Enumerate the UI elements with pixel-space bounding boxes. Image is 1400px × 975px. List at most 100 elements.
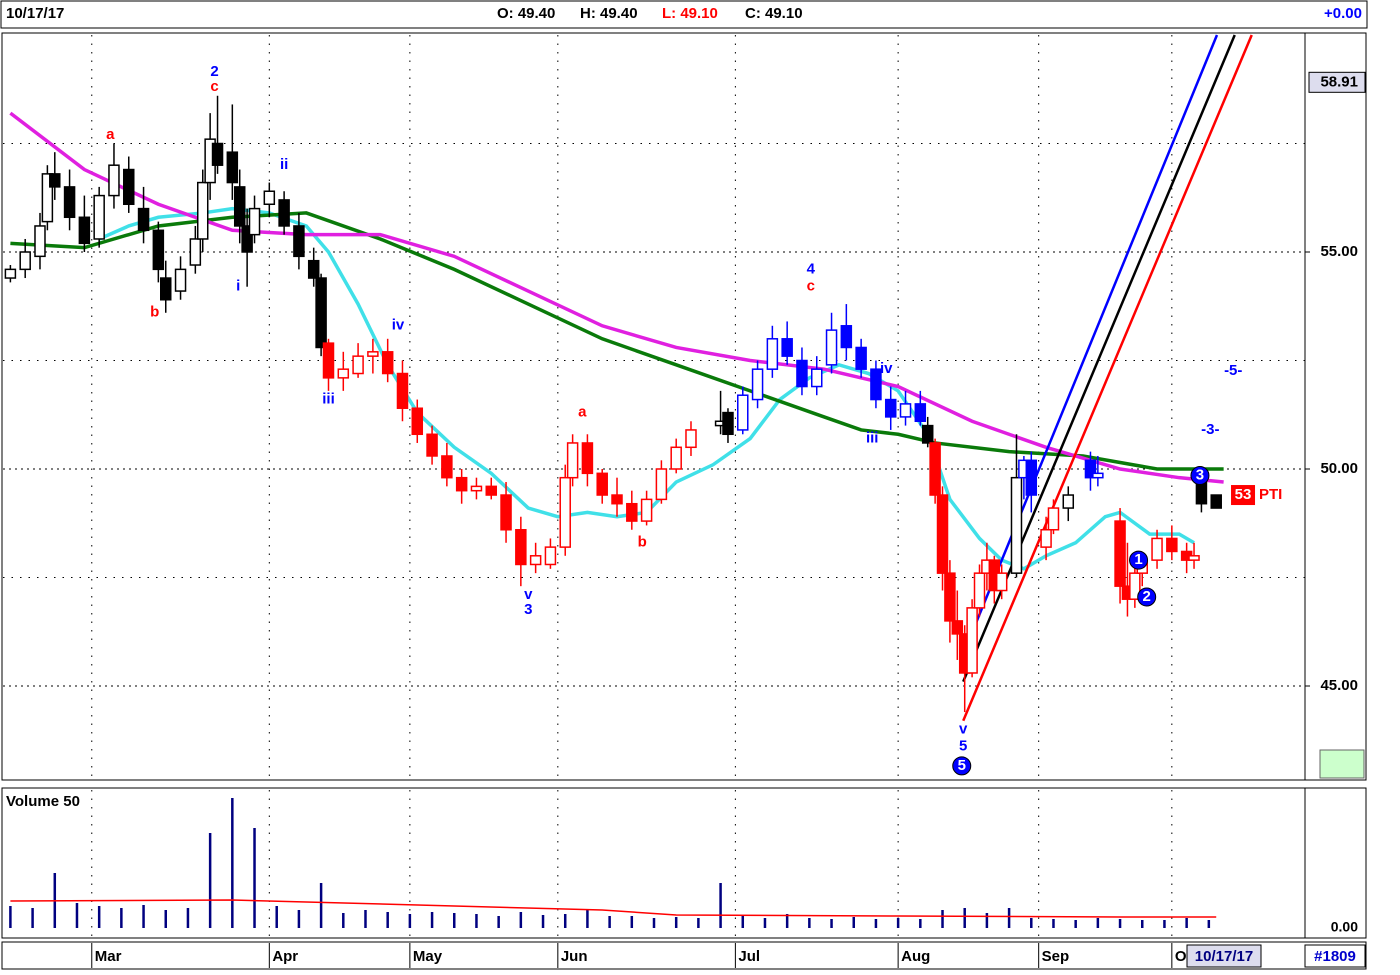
- candle-body: [1025, 459, 1038, 496]
- wave-label: iii: [866, 430, 879, 447]
- wave-label: 3: [1196, 466, 1204, 483]
- icon[interactable]: [1319, 749, 1365, 779]
- header-date: 10/17/17: [6, 5, 64, 22]
- candle-body: [1084, 459, 1097, 479]
- candle-body: [307, 259, 320, 279]
- candle-body: [722, 411, 734, 436]
- candle-body: [1114, 520, 1126, 587]
- x-tick-label: Jun: [561, 948, 588, 965]
- candle-body: [426, 433, 438, 457]
- candle-body: [441, 455, 453, 479]
- candle-body: [655, 468, 668, 501]
- candle-body: [19, 251, 31, 271]
- id-label: #1809: [1314, 948, 1356, 965]
- price-panel: [1, 32, 1367, 781]
- candle-body: [137, 207, 150, 232]
- candle-body: [1040, 529, 1052, 548]
- candle-body: [1047, 507, 1060, 531]
- candle-body: [315, 277, 327, 349]
- header-bar: [0, 0, 1368, 29]
- candle-body: [500, 494, 512, 531]
- wave-label: ii: [280, 156, 288, 173]
- wave-label: b: [150, 304, 159, 321]
- candle-body: [566, 442, 579, 479]
- candle-body: [123, 168, 135, 206]
- wave-label: 2: [1143, 588, 1151, 605]
- wave-label: -3-: [1201, 421, 1219, 438]
- candle-body: [1210, 494, 1222, 509]
- wave-label: v: [524, 586, 533, 603]
- wave-label: 3: [524, 601, 532, 618]
- date-bar: [1, 941, 1367, 970]
- candle-body: [108, 164, 120, 197]
- wave-marker: [1137, 587, 1157, 607]
- candle-body: [337, 368, 350, 379]
- candle-body: [581, 442, 594, 475]
- candle-body: [921, 424, 934, 444]
- candle-body: [529, 555, 542, 566]
- candle-body: [626, 502, 638, 522]
- candle-body: [248, 207, 261, 236]
- candle-body: [263, 190, 276, 206]
- wave-label: iii: [322, 391, 335, 408]
- candle-body: [884, 398, 897, 418]
- candle-body: [293, 225, 305, 258]
- candle-body: [278, 199, 290, 227]
- moving-average: [10, 211, 1224, 471]
- candle-body: [640, 498, 653, 522]
- wave-label: 1: [1134, 551, 1142, 568]
- x-tick-label: May: [413, 948, 443, 965]
- moving-average: [9, 111, 1224, 484]
- x-tick-label: O: [1175, 948, 1187, 965]
- candle-body: [226, 151, 239, 184]
- wave-label: a: [578, 404, 587, 421]
- candle-body: [49, 173, 61, 188]
- candle-body: [766, 338, 779, 370]
- x-tick-label: Apr: [272, 948, 298, 965]
- wave-label: iv: [880, 360, 893, 377]
- candle-body: [381, 351, 394, 375]
- header-high: H: 49.40: [580, 5, 638, 22]
- candle-body: [1188, 555, 1200, 561]
- candle-body: [411, 407, 424, 436]
- candle-body: [211, 142, 224, 166]
- candle-body: [544, 546, 557, 566]
- volume-panel: [1, 787, 1367, 939]
- trendline: [962, 34, 1253, 722]
- candle-body: [367, 351, 379, 357]
- date-box-label: 10/17/17: [1195, 948, 1253, 965]
- candle-body: [189, 238, 202, 266]
- candle-body: [840, 325, 853, 349]
- header-open: O: 49.40: [497, 5, 555, 22]
- candle-body: [515, 529, 527, 566]
- candle-body: [1129, 572, 1141, 600]
- y-tick-label: 45.00: [1320, 677, 1358, 694]
- header-close: C: 49.10: [745, 5, 803, 22]
- tag-label: PTI: [1259, 486, 1282, 503]
- candle-body: [1151, 537, 1163, 561]
- candle-body: [781, 338, 793, 357]
- wave-label: a: [106, 126, 115, 143]
- wave-label: 5: [958, 757, 966, 774]
- header-change: +0.00: [1324, 5, 1362, 22]
- x-tick-label: Aug: [901, 948, 930, 965]
- candle-body: [596, 472, 608, 496]
- candle-body: [811, 368, 823, 388]
- y-tick-label: 55.00: [1320, 243, 1358, 260]
- candle-body: [685, 429, 697, 449]
- candle-body: [78, 216, 91, 245]
- wave-label: 2: [210, 63, 218, 80]
- x-tick-label: Jul: [738, 948, 760, 965]
- candle-body: [796, 359, 808, 388]
- tag-box: [1231, 485, 1256, 506]
- wave-label: c: [210, 78, 218, 95]
- wave-marker: [1129, 550, 1149, 570]
- candle-body: [929, 442, 941, 496]
- wave-label: b: [638, 534, 647, 551]
- candle-body: [241, 225, 253, 253]
- candle-body: [855, 346, 867, 370]
- candle-body: [34, 225, 46, 258]
- candle-body: [4, 268, 17, 279]
- candle-body: [995, 572, 1008, 592]
- wave-label: iv: [392, 317, 405, 334]
